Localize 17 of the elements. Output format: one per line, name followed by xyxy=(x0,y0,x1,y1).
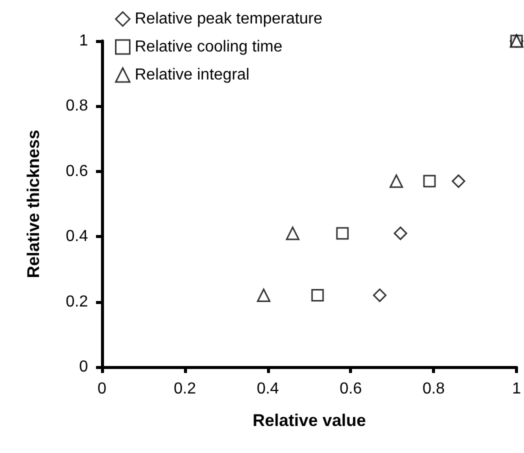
legend-label: Relative peak temperature xyxy=(134,10,323,28)
y-axis-title: Relative thickness xyxy=(24,130,43,278)
y-tick-label: 0.8 xyxy=(66,98,88,115)
y-tick-label: 0.6 xyxy=(66,162,88,180)
legend-label: Relative cooling time xyxy=(134,38,282,56)
legend-label: Relative integral xyxy=(134,66,250,84)
x-tick-label: 0.8 xyxy=(422,380,445,398)
x-axis-title: Relative value xyxy=(252,411,366,430)
x-tick-label: 0.4 xyxy=(256,380,280,398)
x-tick-label: 0.6 xyxy=(340,380,362,398)
x-tick-label: 1 xyxy=(512,380,522,398)
x-tick-label: 0 xyxy=(98,380,107,398)
y-tick-label: 1 xyxy=(79,32,88,50)
x-tick-label: 0.2 xyxy=(174,380,196,398)
y-tick-label: 0 xyxy=(79,358,88,376)
y-tick-label: 0.4 xyxy=(66,228,88,246)
y-tick-label: 0.2 xyxy=(66,293,88,310)
